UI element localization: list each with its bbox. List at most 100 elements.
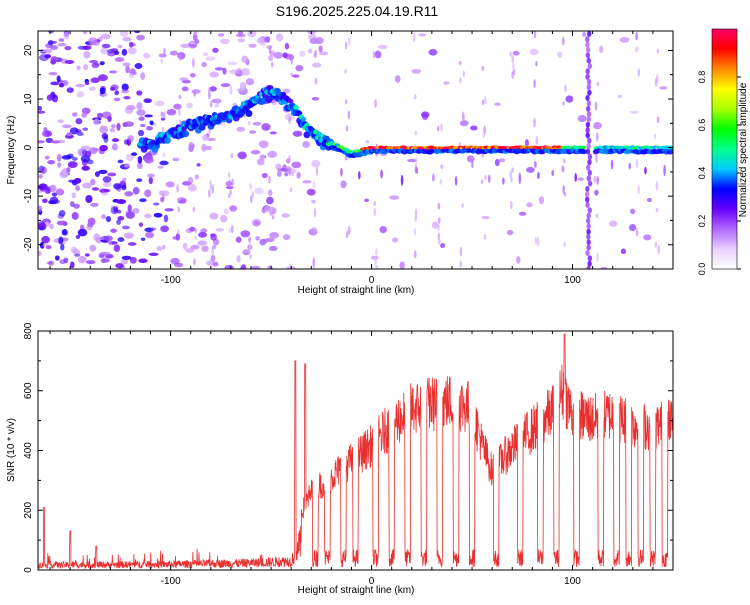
spectral-blob (39, 241, 45, 249)
spectral-blob (101, 43, 111, 49)
spectral-blob (143, 52, 151, 59)
spectral-blob (52, 199, 61, 204)
spectral-blob (586, 143, 591, 150)
spectral-blob (249, 130, 257, 134)
spectral-blob (585, 95, 590, 101)
spectral-blob (374, 99, 377, 108)
y-tick-label: 800 (23, 322, 34, 339)
spectral-blob (58, 209, 66, 217)
spectral-blob (121, 184, 127, 191)
spectral-blob (418, 33, 427, 37)
spectral-blob (269, 210, 273, 217)
spectral-blob (72, 248, 81, 256)
spectral-blob (193, 91, 196, 97)
spectral-blob (140, 237, 146, 241)
spectral-blob (208, 188, 211, 198)
spectral-blob (84, 253, 90, 257)
spectral-blob (290, 55, 294, 65)
spectral-blob (209, 212, 219, 220)
spectral-blob (534, 161, 537, 169)
spectral-blob (134, 62, 143, 70)
spectral-blob (111, 124, 116, 129)
spectral-blob (190, 144, 196, 148)
spectral-blob (303, 131, 311, 139)
spectral-blob (251, 191, 255, 198)
colorbar-tick-label: 0.6 (697, 119, 707, 132)
spectral-blob (252, 121, 262, 126)
spectral-blob (656, 116, 660, 124)
spectral-blob (247, 31, 257, 38)
spectral-blob (209, 257, 213, 262)
spectral-blob (179, 77, 189, 81)
y-tick-label: 0 (23, 144, 34, 150)
spectral-blob (584, 191, 590, 198)
spectral-blob (50, 45, 58, 50)
spectral-blob (38, 221, 46, 228)
x-tick-label: -100 (161, 275, 181, 286)
spectral-blob (414, 130, 418, 136)
spectral-blob (443, 81, 450, 85)
spectral-blob (411, 68, 422, 74)
spectral-blob (71, 112, 78, 117)
spectral-blob (629, 110, 639, 114)
spectral-blob (214, 104, 219, 108)
spectral-blob (586, 111, 592, 118)
spectral-blob (314, 77, 318, 85)
spectral-blob (99, 236, 105, 241)
spectral-blob (587, 153, 593, 160)
spectral-blob (414, 157, 418, 167)
spectral-blob (124, 191, 134, 197)
spectral-blob (586, 223, 591, 230)
spectral-blob (132, 186, 140, 195)
spectral-blob (83, 50, 91, 59)
spectral-blob (136, 162, 143, 170)
spectral-blob (281, 213, 290, 218)
spectral-blob (585, 68, 590, 75)
spectral-blob (74, 253, 81, 257)
spectral-blob (57, 42, 67, 47)
spectral-blob (302, 141, 310, 148)
spectral-blob (282, 52, 288, 58)
colorbar-tick-label: 0.4 (697, 167, 707, 180)
spectral-blob (506, 229, 514, 236)
spectral-blob (67, 161, 78, 169)
spectral-blob (511, 62, 515, 71)
spectral-blob (228, 227, 232, 234)
spectral-blob (211, 248, 214, 256)
y-tick-label: -20 (23, 237, 34, 252)
spectral-blob (136, 90, 143, 96)
spectral-blob (440, 242, 446, 249)
spectral-blob (400, 174, 404, 186)
spectral-blob (83, 64, 89, 71)
spectral-blob (99, 144, 108, 152)
spectral-blob (193, 31, 196, 42)
spectral-blob (119, 31, 129, 38)
spectral-blob (145, 231, 155, 239)
spectral-blob (198, 123, 206, 131)
spectral-blob (165, 181, 175, 188)
spectral-blob (144, 213, 152, 219)
spectral-blob (162, 193, 165, 202)
spectral-blob (202, 52, 208, 57)
spectral-blob (201, 61, 207, 68)
spectral-blob (586, 239, 591, 246)
spectral-blob (470, 125, 478, 131)
spectral-blob (48, 184, 57, 193)
spectral-blob (313, 52, 317, 58)
spectral-blob (85, 195, 93, 203)
spectral-blob (134, 31, 141, 34)
spectral-blob (516, 256, 521, 264)
spectral-blob (533, 31, 537, 39)
spectral-blob (254, 187, 264, 195)
spectral-blob (121, 48, 128, 56)
spectral-blob (59, 259, 66, 265)
spectral-blob (653, 133, 657, 139)
spectral-blob (655, 207, 659, 213)
spectral-blob (256, 158, 265, 166)
spectral-blob (59, 170, 69, 179)
spectral-blob (93, 118, 100, 126)
colorbar-frame (711, 28, 738, 270)
spectral-blob (437, 202, 441, 210)
spectral-blob (347, 225, 351, 235)
spectral-blob (100, 47, 109, 55)
